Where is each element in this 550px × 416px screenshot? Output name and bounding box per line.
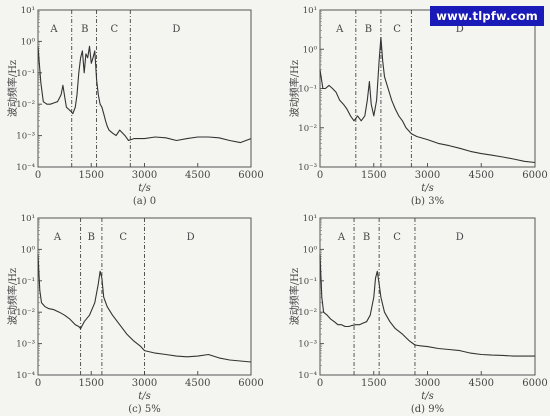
x-tick-label: 0 [317,378,323,389]
region-label-b: B [365,24,372,35]
y-tick-label: 10⁻³ [298,340,317,350]
x-axis-label: t/s [138,391,151,402]
region-label-c: C [393,24,401,35]
y-tick-label: 10⁻⁴ [16,371,35,381]
data-series-line [37,254,252,363]
region-label-a: A [337,232,346,243]
y-tick-label: 10⁻² [298,124,317,134]
y-tick-label: 10⁻² [16,308,35,318]
x-axis-label: t/s [138,183,151,194]
x-tick-label: 3000 [132,378,157,389]
watermark-badge: www.tlpfw.com [430,6,544,26]
x-tick-label: 6000 [238,378,263,389]
plot-frame [37,9,252,168]
region-label-b: B [88,232,95,243]
chart-panel-2: 0 1500 3000 4500 6000 10⁻³ 10⁻² 10⁻¹ 10⁰ 10¹ A B C Dt… [288,6,548,207]
y-tick-label: 10⁻¹ [298,85,317,95]
plot-frame [319,217,536,376]
data-series-line [319,36,536,164]
y-tick-label: 10⁰ [21,245,36,255]
region-label-d: D [456,232,464,243]
chart-panel-3: 0 1500 3000 4500 6000 10⁻⁴ 10⁻³ 10⁻² 10⁻¹ 10⁰ 10¹ A… [6,214,264,415]
y-axis-label: 波动频率/Hz [6,60,19,117]
panel-caption: (a) 0 [133,196,156,207]
y-tick-label: 10¹ [303,6,317,16]
y-tick-label: 10⁻³ [16,340,35,350]
y-tick-label: 10⁻⁴ [298,371,317,381]
region-label-d: D [172,24,180,35]
y-tick-label: 10¹ [21,6,35,16]
y-axis-label: 波动频率/Hz [288,60,301,117]
region-label-a: A [49,24,58,35]
region-label-a: A [335,24,344,35]
y-tick-label: 10⁰ [303,45,318,55]
region-label-c: C [110,24,118,35]
x-tick-label: 3000 [415,170,440,181]
region-label-b: B [363,232,370,243]
y-tick-label: 10⁻⁴ [16,163,35,173]
x-tick-label: 1500 [79,170,104,181]
x-tick-label: 0 [35,170,41,181]
y-tick-label: 10⁻³ [298,163,317,173]
region-label-a: A [53,232,62,243]
data-series-line [319,254,535,357]
panel-caption: (d) 9% [411,404,444,415]
y-tick-label: 10⁻¹ [298,277,317,287]
x-tick-label: 4500 [185,170,210,181]
x-tick-label: 1500 [361,378,386,389]
x-tick-label: 1500 [79,378,104,389]
x-axis-label: t/s [421,183,434,194]
data-series-line [37,45,252,144]
x-tick-label: 6000 [238,170,263,181]
y-tick-label: 10¹ [21,214,35,224]
y-tick-label: 10⁻³ [16,132,35,142]
panel-caption: (b) 3% [411,196,444,207]
x-tick-label: 1500 [361,170,386,181]
x-tick-label: 4500 [185,378,210,389]
y-axis-label: 波动频率/Hz [6,268,19,325]
panel-caption: (c) 5% [128,404,160,415]
region-label-c: C [119,232,127,243]
y-tick-label: 10⁰ [303,245,318,255]
x-tick-label: 4500 [469,170,494,181]
y-axis-label: 波动频率/Hz [288,268,301,325]
x-tick-label: 0 [317,170,323,181]
region-label-d: D [456,24,464,35]
x-tick-label: 0 [35,378,41,389]
region-label-c: C [393,232,401,243]
x-tick-label: 3000 [415,378,440,389]
y-tick-label: 10⁰ [21,37,36,47]
region-label-b: B [81,24,88,35]
x-tick-label: 6000 [522,378,547,389]
y-tick-label: 10⁻¹ [16,277,35,287]
x-axis-label: t/s [421,391,434,402]
y-tick-label: 10⁻¹ [16,69,35,79]
y-tick-label: 10¹ [303,214,317,224]
x-tick-label: 3000 [132,170,157,181]
chart-panel-1: 0 1500 3000 4500 6000 10⁻⁴ 10⁻³ 10⁻² 10⁻¹ 10⁰ 10¹ A… [6,6,264,207]
x-tick-label: 6000 [522,170,547,181]
region-label-d: D [187,232,195,243]
x-tick-label: 4500 [469,378,494,389]
plot-frame [319,9,536,168]
chart-panel-4: 0 1500 3000 4500 6000 10⁻⁴ 10⁻³ 10⁻² 10⁻¹ 10⁰ 10¹ A… [288,214,548,415]
y-tick-label: 10⁻² [16,100,35,110]
y-tick-label: 10⁻² [298,308,317,318]
